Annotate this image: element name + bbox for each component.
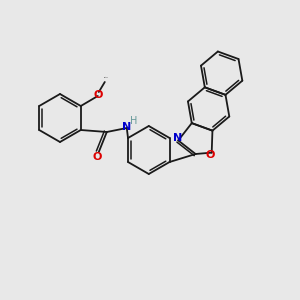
- Text: N: N: [172, 134, 182, 143]
- Text: H: H: [130, 116, 137, 126]
- Text: methyl: methyl: [104, 77, 109, 78]
- Text: O: O: [92, 152, 101, 162]
- Text: O: O: [93, 90, 103, 100]
- Text: O: O: [206, 150, 215, 160]
- Text: N: N: [122, 122, 131, 132]
